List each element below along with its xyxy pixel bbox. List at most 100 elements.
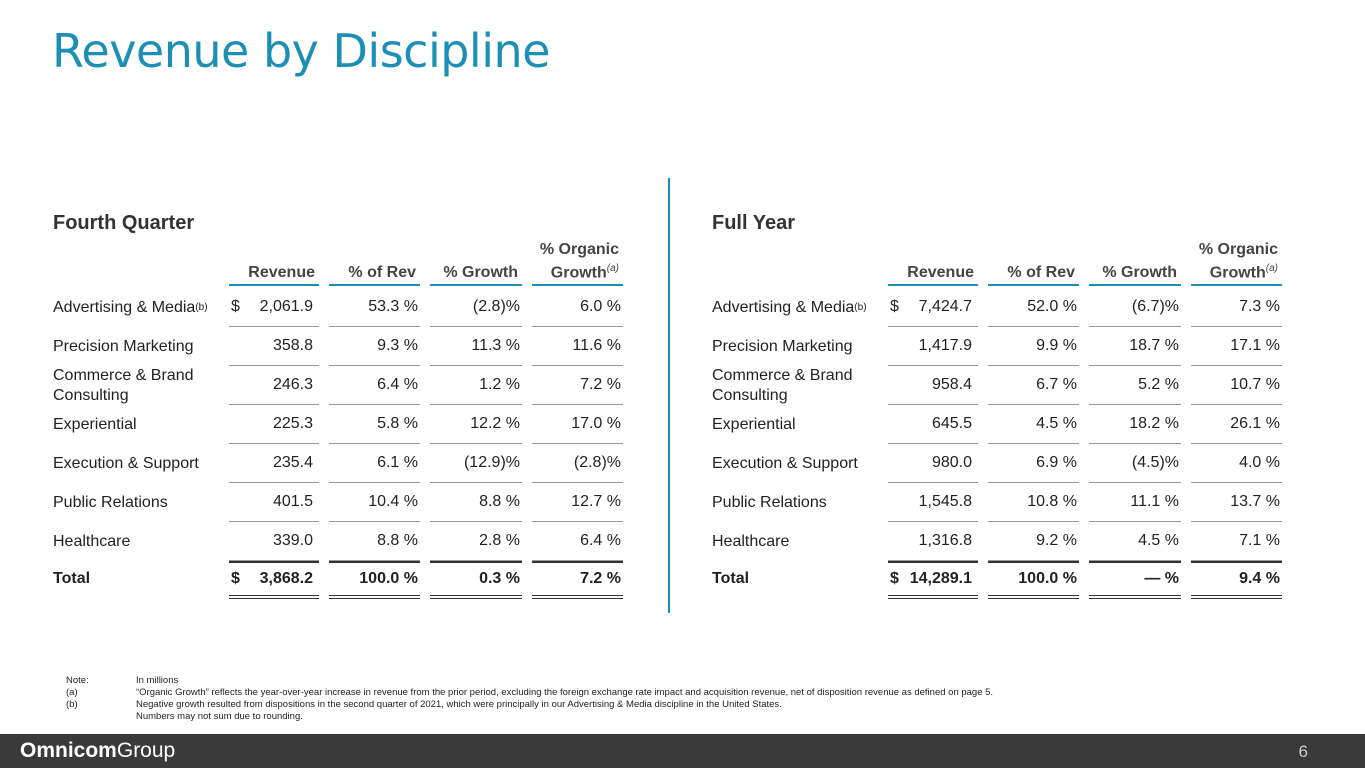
footnote-row: (a) “Organic Growth” reflects the year-ov… xyxy=(66,687,993,699)
cell-organic: 6.4 % xyxy=(532,522,623,561)
cell-organic: 10.7 % xyxy=(1191,366,1282,405)
cell-value: — % xyxy=(1144,570,1179,587)
cell-organic: 4.0 % xyxy=(1191,444,1282,483)
cell-pct-rev: 8.8 % xyxy=(329,522,420,561)
cell-value: 14,289.1 xyxy=(909,570,972,587)
footnote-marker: (a) xyxy=(606,262,619,274)
row-label-text: Precision Marketing xyxy=(53,337,194,355)
cell-value: 6.7 % xyxy=(1036,376,1077,393)
column-header-revenue: Revenue xyxy=(229,263,319,286)
cell-value: 12.7 % xyxy=(571,493,621,510)
row-label-text: Commerce & Brand Consulting xyxy=(53,366,194,404)
row-label: Public Relations xyxy=(53,483,168,522)
cell-value: 7.2 % xyxy=(580,570,621,587)
cell-value: 958.4 xyxy=(931,376,972,393)
cell-value: 12.2 % xyxy=(470,415,520,432)
cell-value: 6.0 % xyxy=(580,298,621,315)
footnote-marker: (a) xyxy=(1265,262,1278,274)
cell-value: 100.0 % xyxy=(1018,570,1077,587)
cell-value: 9.4 % xyxy=(1239,570,1280,587)
footnote-key xyxy=(66,711,136,723)
logo-light: Group xyxy=(116,739,176,762)
cell-pct-rev: 6.9 % xyxy=(988,444,1079,483)
header-line: Growth(a) xyxy=(532,259,619,282)
row-label: Advertising & Media (b) xyxy=(53,288,208,327)
cell-value: 7.2 % xyxy=(580,376,621,393)
column-header-organic: % Organic Growth(a) xyxy=(532,240,623,286)
cell-value: 18.2 % xyxy=(1129,415,1179,432)
table-row: Experiential 225.3 5.8 % 12.2 % 17.0 % xyxy=(53,405,623,444)
row-label: Experiential xyxy=(712,405,796,444)
cell-growth: 12.2 % xyxy=(430,405,522,444)
row-label-text: Public Relations xyxy=(53,493,168,511)
cell-value: 1,545.8 xyxy=(918,493,972,510)
cell-growth: 8.8 % xyxy=(430,483,522,522)
total-organic: 7.2 % xyxy=(532,561,623,599)
cell-pct-rev: 10.8 % xyxy=(988,483,1079,522)
row-label-text: Execution & Support xyxy=(712,454,858,472)
cell-pct-rev: 52.0 % xyxy=(988,288,1079,327)
column-header-revenue: Revenue xyxy=(888,263,978,286)
header-text: Growth xyxy=(550,264,607,281)
cell-value: 1.2 % xyxy=(479,376,520,393)
row-label: Experiential xyxy=(53,405,137,444)
footnote-marker: (b) xyxy=(195,301,208,313)
cell-value: 225.3 xyxy=(272,415,313,432)
cell-revenue: 980.0 xyxy=(888,444,978,483)
cell-organic: 17.0 % xyxy=(532,405,623,444)
cell-value: 9.2 % xyxy=(1036,532,1077,549)
table-row: Precision Marketing 358.8 9.3 % 11.3 % 11.6 … xyxy=(53,327,623,366)
row-label: Precision Marketing xyxy=(712,327,853,366)
cell-organic: 7.2 % xyxy=(532,366,623,405)
logo-bold: Omnicom xyxy=(20,739,117,762)
cell-pct-rev: 6.1 % xyxy=(329,444,420,483)
cell-value: 6.9 % xyxy=(1036,454,1077,471)
total-growth: 0.3 % xyxy=(430,561,522,599)
cell-value: 0.3 % xyxy=(479,570,520,587)
cell-value: 235.4 xyxy=(272,454,313,471)
row-label-text: Execution & Support xyxy=(53,454,199,472)
currency-symbol: $ xyxy=(231,298,240,315)
cell-growth: 2.8 % xyxy=(430,522,522,561)
cell-revenue: 1,417.9 xyxy=(888,327,978,366)
full-year-panel: Full Year Revenue % of Rev % Growth % Organ… xyxy=(712,208,1282,599)
footnote-text: Numbers may not sum due to rounding. xyxy=(136,711,303,722)
cell-growth: (6.7)% xyxy=(1089,288,1181,327)
cell-value: 1,417.9 xyxy=(918,337,972,354)
table-row: Advertising & Media (b) $7,424.7 52.0 % (6.7… xyxy=(712,288,1282,327)
cell-growth: 18.2 % xyxy=(1089,405,1181,444)
footnote-marker: (b) xyxy=(854,301,867,313)
cell-value: 100.0 % xyxy=(359,570,418,587)
cell-value: 52.0 % xyxy=(1027,298,1077,315)
cell-pct-rev: 9.3 % xyxy=(329,327,420,366)
column-header-organic: % Organic Growth(a) xyxy=(1191,240,1282,286)
table-row: Execution & Support 980.0 6.9 % (4.5)% 4.0 % xyxy=(712,444,1282,483)
footnote-row: Numbers may not sum due to rounding. xyxy=(66,711,993,723)
total-pct-rev: 100.0 % xyxy=(988,561,1079,599)
total-revenue: $3,868.2 xyxy=(229,561,319,599)
row-label: Total xyxy=(53,570,91,587)
cell-pct-rev: 10.4 % xyxy=(329,483,420,522)
cell-value: 2,061.9 xyxy=(259,298,313,315)
cell-growth: 11.3 % xyxy=(430,327,522,366)
cell-revenue: $7,424.7 xyxy=(888,288,978,327)
table-row: Execution & Support 235.4 6.1 % (12.9)% (2.8… xyxy=(53,444,623,483)
cell-value: 11.3 % xyxy=(471,337,520,354)
footnote-key: Note: xyxy=(66,675,89,686)
total-revenue: $14,289.1 xyxy=(888,561,978,599)
row-label: Public Relations xyxy=(712,483,827,522)
total-row: Total $14,289.1 100.0 % — % 9.4 % xyxy=(712,561,1282,599)
table-row: Public Relations 1,545.8 10.8 % 11.1 % 13.7 … xyxy=(712,483,1282,522)
cell-pct-rev: 6.4 % xyxy=(329,366,420,405)
cell-value: (12.9)% xyxy=(463,454,520,471)
table-row: Public Relations 401.5 10.4 % 8.8 % 12.7 % xyxy=(53,483,623,522)
row-label-text: Public Relations xyxy=(712,493,827,511)
column-header-growth: % Growth xyxy=(1089,263,1181,286)
cell-value: 6.4 % xyxy=(377,376,418,393)
cell-value: 645.5 xyxy=(931,415,972,432)
cell-value: 980.0 xyxy=(931,454,972,471)
cell-value: 6.1 % xyxy=(377,454,418,471)
table-row: Commerce & Brand Consulting 246.3 6.4 % 1.2… xyxy=(53,366,623,405)
cell-value: (4.5)% xyxy=(1131,454,1179,471)
cell-value: 3,868.2 xyxy=(259,570,313,587)
